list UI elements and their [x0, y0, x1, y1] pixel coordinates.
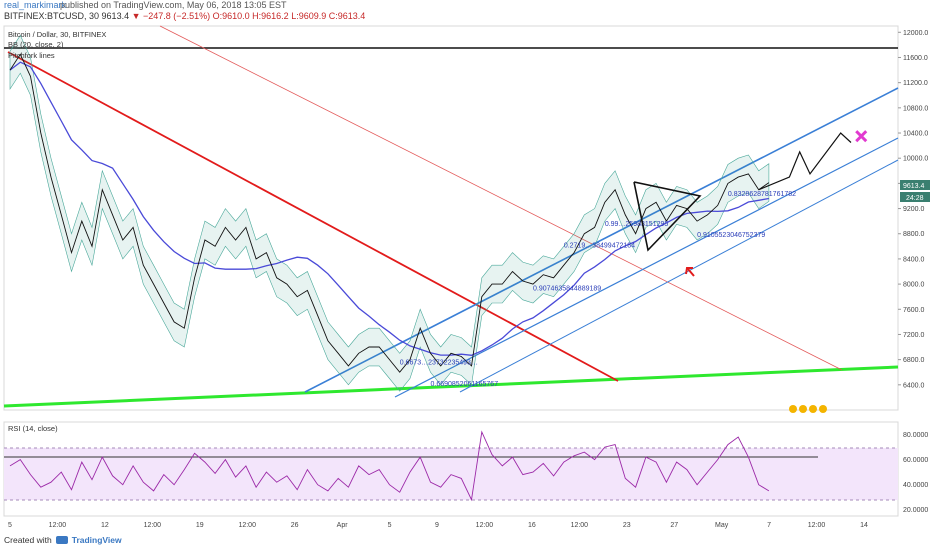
time-tick-label: Apr	[337, 522, 349, 529]
time-tick-label: 5	[388, 522, 392, 529]
close-value: C:9613.4	[328, 11, 366, 21]
price-tick-label: 6800.0	[903, 357, 925, 364]
red-arrow-icon	[685, 267, 695, 277]
time-tick-label: May	[715, 522, 729, 529]
price-tick-label: 10800.0	[903, 105, 928, 112]
rsi-legend: RSI (14, close)	[8, 424, 58, 433]
chart-canvas[interactable]: 12000.0 11600.0 11200.0 10800.0 10400.0 10000…	[0, 0, 932, 532]
price-tick-label: 9200.0	[903, 206, 925, 213]
price-tick-label: 10000.0	[903, 156, 928, 163]
bollinger-bands	[9, 34, 770, 392]
time-tick-label: 5	[8, 522, 12, 529]
time-tick-label: 14	[860, 522, 868, 529]
time-tick-label: 12:00	[238, 522, 256, 529]
chart-title: Bitcoin / Dollar, 30, BITFINEX	[8, 30, 106, 39]
triangle-pattern[interactable]	[633, 181, 702, 252]
rsi-tick-label: 40.0000	[903, 482, 928, 489]
channel-lower[interactable]	[459, 159, 899, 393]
fib-label: 0.2719…38499472184	[564, 243, 635, 250]
time-tick-label: 12:00	[571, 522, 589, 529]
support-line[interactable]	[3, 365, 899, 408]
moving-average-line	[9, 61, 770, 356]
tradingview-logo-icon	[55, 536, 68, 544]
event-icons[interactable]	[789, 405, 827, 413]
price-tick-label: 12000.0	[903, 30, 928, 37]
open-value: O:9610.0	[212, 11, 250, 21]
footer: Created with TradingView	[4, 535, 122, 545]
fib-label: 0.6673…23732235493…	[400, 360, 478, 367]
price-tick-label: 7600.0	[903, 307, 925, 314]
target-x-icon	[855, 130, 868, 143]
time-tick-label: 23	[623, 522, 631, 529]
current-price-label: 9613.4	[903, 183, 925, 190]
time-tick-label: 12:00	[808, 522, 826, 529]
fib-label: 0.8328628781761782	[728, 191, 796, 198]
event-icon-4	[819, 405, 827, 413]
rsi-tick-label: 60.0000	[903, 457, 928, 464]
rsi-tick-label: 20.0000	[903, 507, 928, 514]
price-tick-label: 7200.0	[903, 332, 925, 339]
price-tick-label: 6400.0	[903, 382, 925, 389]
event-icon-1	[789, 405, 797, 413]
last-price: 9613.4	[101, 11, 130, 21]
fib-label: 0.99…25983151295	[605, 221, 669, 228]
bb-legend: BB (20, close, 2)	[8, 40, 64, 49]
rsi-axis: 80.0000 60.0000 40.0000 20.0000	[903, 432, 928, 514]
countdown-label: 24:28	[906, 195, 924, 202]
tradingview-brand[interactable]: TradingView	[71, 535, 122, 545]
price-tick-label: 11200.0	[903, 80, 928, 87]
price-tick-label: 10400.0	[903, 131, 928, 138]
time-tick-label: 7	[767, 522, 771, 529]
author-name[interactable]: real_markimark	[4, 0, 67, 10]
time-tick-label: 19	[196, 522, 204, 529]
rsi-tick-label: 80.0000	[903, 432, 928, 439]
fib-label: 0.9105523046752379	[697, 232, 765, 239]
bb-envelope	[9, 34, 770, 392]
high-value: H:9616.2	[252, 11, 289, 21]
price-pane[interactable]	[3, 25, 899, 411]
rsi-series-line	[9, 430, 770, 502]
event-icon-3	[809, 405, 817, 413]
fib-label: 0.9074635844889189	[533, 285, 601, 292]
current-price-tag	[900, 180, 930, 190]
created-with-label: Created with	[4, 535, 52, 545]
countdown-tag	[900, 192, 930, 202]
price-tick-label: 8000.0	[903, 282, 925, 289]
projection-path[interactable]	[758, 132, 852, 191]
time-tick-label: 26	[291, 522, 299, 529]
price-tick-label: 8400.0	[903, 256, 925, 263]
price-change: −247.8 (−2.51%)	[143, 11, 211, 21]
event-icon-2	[799, 405, 807, 413]
channel-upper[interactable]	[304, 87, 899, 393]
down-arrow-icon: ▼	[131, 11, 141, 21]
price-tick-label: 11600.0	[903, 55, 928, 62]
low-value: L:9609.9	[291, 11, 327, 21]
ohlc-line: BITFINEX:BTCUSD, 30 9613.4 ▼ −247.8 (−2.…	[4, 11, 365, 21]
price-axis: 12000.0 11600.0 11200.0 10800.0 10400.0 10000…	[898, 30, 928, 389]
time-tick-label: 12	[101, 522, 109, 529]
price-series-line	[9, 53, 770, 373]
time-tick-label: 12:00	[476, 522, 494, 529]
time-tick-label: 9	[435, 522, 439, 529]
time-tick-label: 27	[670, 522, 678, 529]
symbol-label: BITFINEX:BTCUSD, 30	[4, 11, 100, 21]
time-tick-label: 16	[528, 522, 536, 529]
downtrend-line-2[interactable]	[159, 25, 843, 371]
fib-labels: 0.6690852061165767 0.6673…23732235493… 0.9…	[400, 191, 796, 388]
price-tick-label: 8800.0	[903, 231, 925, 238]
channel-mid[interactable]	[394, 137, 899, 398]
time-axis: 5 12:00 12 12:00 19 12:00 26 Apr 5 9 12:00 16 12:00 2…	[8, 522, 868, 529]
time-tick-label: 12:00	[144, 522, 162, 529]
published-info: published on TradingView.com, May 06, 20…	[60, 0, 287, 10]
fib-label: 0.6690852061165767	[430, 381, 498, 388]
time-tick-label: 12:00	[49, 522, 67, 529]
pitchfork-legend: Pitchfork lines	[8, 51, 55, 60]
